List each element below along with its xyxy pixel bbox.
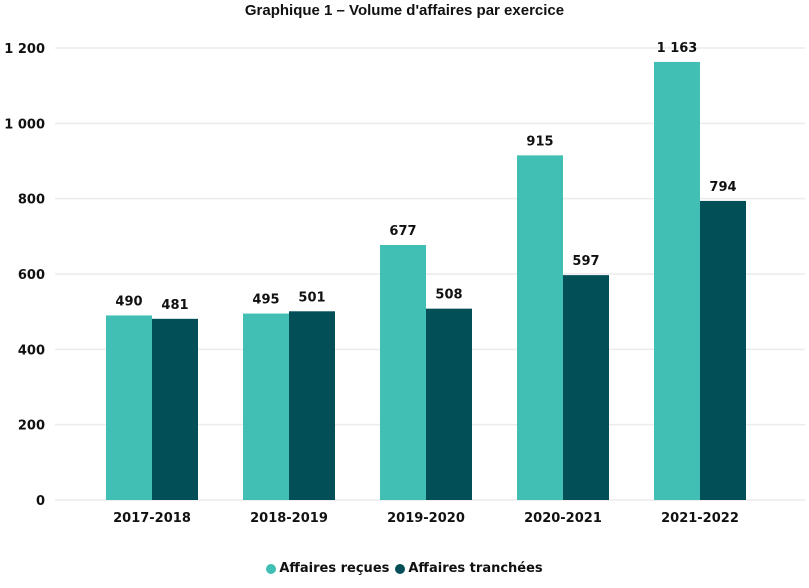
y-tick-label: 1 200: [4, 42, 45, 57]
y-tick-label: 0: [36, 494, 45, 509]
bar: [380, 244, 426, 500]
data-label: 490: [115, 294, 142, 309]
data-label: 1 163: [657, 41, 698, 56]
x-tick-label: 2020-2021: [524, 511, 602, 526]
data-label: 481: [161, 298, 188, 313]
x-tick-label: 2017-2018: [113, 511, 191, 526]
bar: [654, 61, 700, 500]
bar: [152, 318, 198, 500]
x-tick-label: 2019-2020: [387, 511, 465, 526]
legend-label-received: Affaires reçues: [279, 561, 390, 576]
chart-title: Graphique 1 – Volume d'affaires par exer…: [244, 2, 565, 19]
bar: [243, 313, 289, 500]
y-tick-label: 400: [18, 343, 45, 358]
data-label: 597: [572, 254, 599, 269]
legend-swatch-decided: [395, 563, 406, 574]
bar: [517, 155, 563, 500]
x-tick-label: 2021-2022: [661, 511, 739, 526]
legend: Affaires reçues Affaires tranchées: [0, 561, 809, 576]
bar: [426, 308, 472, 500]
bar: [563, 275, 609, 500]
y-tick-label: 800: [18, 193, 45, 208]
legend-swatch-received: [266, 563, 277, 574]
data-label: 501: [298, 290, 325, 305]
y-tick-label: 1 000: [4, 117, 45, 132]
data-label: 915: [526, 134, 553, 149]
y-tick-label: 600: [18, 268, 45, 283]
data-label: 508: [435, 288, 462, 303]
legend-item-received[interactable]: Affaires reçues: [266, 561, 389, 576]
data-label: 677: [389, 224, 416, 239]
y-tick-label: 200: [18, 419, 45, 434]
x-tick-label: 2018-2019: [250, 511, 328, 526]
data-label: 794: [709, 180, 736, 195]
bar: [700, 200, 746, 500]
data-label: 495: [252, 293, 279, 308]
legend-item-decided[interactable]: Affaires tranchées: [395, 561, 543, 576]
legend-label-decided: Affaires tranchées: [408, 561, 543, 576]
bar: [106, 315, 152, 500]
bar: [289, 311, 335, 500]
